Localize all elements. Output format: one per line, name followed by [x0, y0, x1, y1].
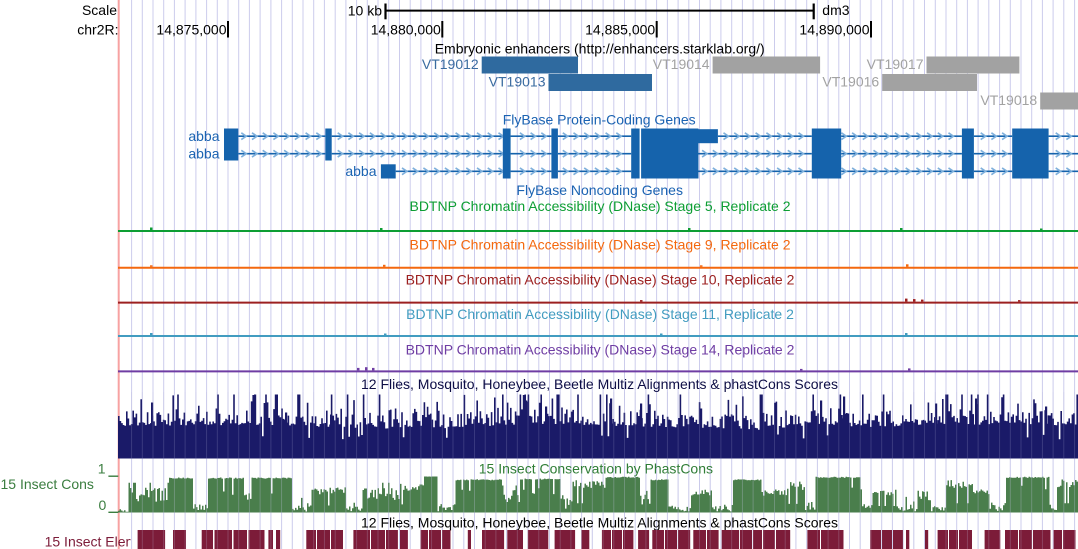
svg-text:FlyBase Noncoding Genes: FlyBase Noncoding Genes: [516, 182, 683, 198]
svg-text:Scale: Scale: [82, 2, 117, 18]
svg-text:BDTNP Chromatin Accessibility: BDTNP Chromatin Accessibility (DNase) St…: [406, 271, 795, 287]
svg-text:BDTNP Chromatin Accessibility: BDTNP Chromatin Accessibility (DNase) St…: [406, 306, 794, 322]
svg-text:15 Insect Conservation by Phas: 15 Insect Conservation by PhastCons: [479, 461, 713, 477]
svg-text:14,890,000: 14,890,000: [799, 22, 869, 38]
svg-text:VT19014: VT19014: [653, 56, 710, 72]
svg-text:VT19017: VT19017: [867, 56, 924, 72]
svg-text:15 Insect Cons: 15 Insect Cons: [1, 476, 94, 492]
svg-text:BDTNP Chromatin Accessibility: BDTNP Chromatin Accessibility (DNase) St…: [409, 198, 790, 214]
svg-text:BDTNP Chromatin Accessibility: BDTNP Chromatin Accessibility (DNase) St…: [409, 236, 790, 252]
svg-text:14,880,000: 14,880,000: [371, 22, 441, 38]
svg-text:VT19013: VT19013: [489, 74, 546, 90]
svg-text:VT19016: VT19016: [822, 74, 879, 90]
svg-text:15 Insect Elem: 15 Insect Elem: [45, 533, 138, 549]
svg-text:14,885,000: 14,885,000: [585, 22, 655, 38]
svg-text:dm3: dm3: [822, 2, 849, 18]
svg-text:14,875,000: 14,875,000: [156, 22, 226, 38]
svg-text:12 Flies, Mosquito, Honeybee,: 12 Flies, Mosquito, Honeybee, Beetle Mul…: [361, 514, 838, 530]
svg-text:chr2R:: chr2R:: [77, 22, 118, 38]
svg-text:10 kb: 10 kb: [348, 3, 382, 19]
svg-text:Embryonic enhancers (http://en: Embryonic enhancers (http://enhancers.st…: [435, 40, 765, 56]
svg-text:abba: abba: [345, 163, 376, 179]
svg-text:FlyBase Protein-Coding Genes: FlyBase Protein-Coding Genes: [503, 112, 696, 128]
svg-text:abba: abba: [188, 145, 219, 161]
svg-text:abba: abba: [188, 128, 219, 144]
svg-text:VT19012: VT19012: [422, 56, 479, 72]
svg-text:VT19018: VT19018: [980, 92, 1037, 108]
svg-text:BDTNP Chromatin Accessibility: BDTNP Chromatin Accessibility (DNase) St…: [406, 341, 795, 357]
svg-text:1: 1: [98, 461, 106, 477]
svg-text:12 Flies, Mosquito, Honeybee,: 12 Flies, Mosquito, Honeybee, Beetle Mul…: [361, 376, 838, 392]
svg-text:0: 0: [99, 497, 107, 513]
